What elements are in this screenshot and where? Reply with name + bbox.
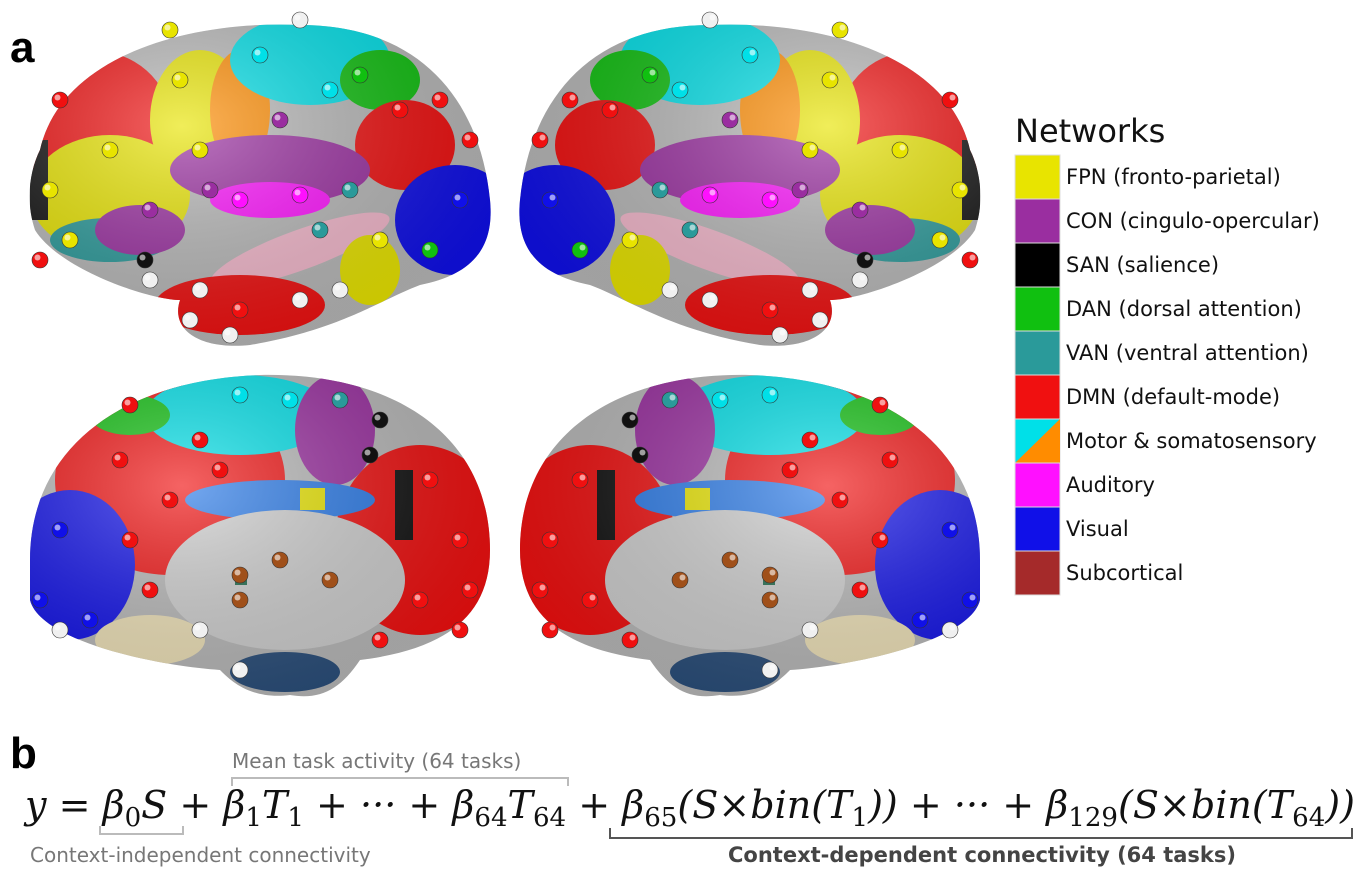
eq-sub: 1 bbox=[852, 803, 869, 833]
eq-part: (S×bin(T bbox=[1118, 783, 1295, 827]
eq-part: T bbox=[262, 783, 290, 827]
legend-swatch bbox=[1015, 243, 1060, 287]
legend-swatch bbox=[1015, 463, 1060, 507]
legend-label: Subcortical bbox=[1066, 561, 1183, 585]
eq-part: β bbox=[221, 783, 245, 827]
eq-part: (S×bin(T bbox=[677, 783, 854, 827]
brain-medial-left bbox=[0, 360, 520, 720]
panel-label: b bbox=[10, 729, 37, 778]
eq-part: + ··· + bbox=[304, 783, 452, 827]
eq-part: β bbox=[1044, 783, 1068, 827]
legend-label: SAN (salience) bbox=[1066, 253, 1219, 277]
legend-swatch bbox=[1015, 507, 1060, 551]
legend-label: VAN (ventral attention) bbox=[1066, 341, 1309, 365]
eq-part: + bbox=[566, 783, 622, 827]
panel-label: a bbox=[10, 23, 35, 72]
eq-sub: 1 bbox=[287, 803, 304, 833]
eq-part: T bbox=[508, 783, 536, 827]
legend-swatch bbox=[1015, 551, 1060, 595]
bracket bbox=[100, 826, 183, 834]
legend-label: Auditory bbox=[1066, 473, 1155, 497]
legend-label: Motor & somatosensory bbox=[1066, 429, 1317, 453]
legend-swatch bbox=[1015, 375, 1060, 419]
legend-label: FPN (fronto-parietal) bbox=[1066, 165, 1281, 189]
legend-swatch bbox=[1015, 155, 1060, 199]
eq-sub: 0 bbox=[125, 803, 142, 833]
legend-label: CON (cingulo-opercular) bbox=[1066, 209, 1320, 233]
eq-sub: 129 bbox=[1068, 803, 1118, 833]
brain-lateral-left bbox=[0, 0, 520, 360]
annotation: Context-dependent connectivity (64 tasks… bbox=[728, 843, 1236, 867]
eq-part: )) bbox=[1324, 783, 1355, 827]
eq-sub: 64 bbox=[533, 803, 566, 833]
legend-title: Networks bbox=[1015, 112, 1165, 150]
brain-lateral-right bbox=[490, 0, 1010, 360]
eq-sub: 1 bbox=[245, 803, 262, 833]
eq-sub: 64 bbox=[1292, 803, 1325, 833]
legend-label: DAN (dorsal attention) bbox=[1066, 297, 1302, 321]
eq-part: β bbox=[450, 783, 474, 827]
legend-swatch bbox=[1015, 287, 1060, 331]
eq-sub: 64 bbox=[474, 803, 507, 833]
equation: y = β0S + β1T1 + ··· + β64T64 + β65(S×bi… bbox=[23, 783, 1355, 833]
eq-part: )) + ··· + bbox=[867, 783, 1046, 827]
legend-label: DMN (default-mode) bbox=[1066, 385, 1280, 409]
legend-swatch bbox=[1015, 199, 1060, 243]
bracket bbox=[610, 828, 1352, 838]
figure: a Networks FPN (fronto-parietal) CON (cin… bbox=[0, 0, 1368, 869]
annotation: Mean task activity (64 tasks) bbox=[232, 749, 521, 773]
eq-part: β bbox=[101, 783, 125, 827]
legend-swatch bbox=[1015, 331, 1060, 375]
brain-medial-right bbox=[490, 360, 1010, 720]
legend-label: Visual bbox=[1066, 517, 1129, 541]
eq-part: S + bbox=[141, 783, 223, 827]
eq-part: β bbox=[620, 783, 644, 827]
eq-part: y = bbox=[23, 783, 103, 827]
annotation: Context-independent connectivity bbox=[30, 843, 371, 867]
eq-sub: 65 bbox=[644, 803, 677, 833]
legend: FPN (fronto-parietal) CON (cingulo-opercu… bbox=[1015, 155, 1320, 595]
